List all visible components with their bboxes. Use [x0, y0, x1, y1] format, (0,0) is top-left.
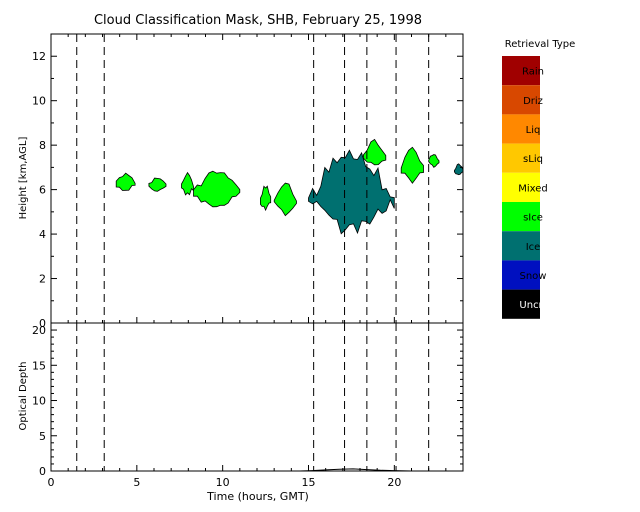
od-y-tick-label: 15 — [32, 359, 46, 372]
cloud-regions — [115, 138, 464, 235]
mask-y-tick-label: 4 — [39, 228, 46, 241]
legend: Retrieval Type Rain Driz Liq sLiq Mixed sIce I… — [502, 39, 575, 319]
bottom-dashed-lines — [76, 323, 430, 471]
cloud-region-sice — [259, 185, 272, 212]
od-y-tick-label: 10 — [32, 395, 46, 408]
mask-plot-area: 0 2 4 6 8 10 12 — [32, 33, 464, 330]
optical-depth-frame — [50, 322, 464, 472]
time-x-tick-label: 15 — [302, 476, 316, 489]
legend-label-uncrt: Uncrt — [519, 300, 546, 311]
mask-y-axis: 0 2 4 6 8 10 12 — [32, 50, 463, 330]
mask-y-tick-label: 10 — [32, 95, 46, 108]
top-dashed-lines — [76, 34, 430, 323]
od-y-tick-label: 0 — [39, 465, 46, 478]
od-y-tick-label: 5 — [39, 430, 46, 443]
legend-swatch-liq — [502, 114, 540, 144]
cloud-region-sice — [193, 170, 241, 208]
legend-label-snow: Snow — [520, 271, 547, 282]
legend-swatch-uncrt — [502, 289, 540, 319]
legend-swatch-snow — [502, 260, 540, 290]
cloud-region-ice — [308, 149, 395, 235]
legend-swatch-sliq — [502, 143, 540, 173]
optical-depth-y-label: Optical Depth — [18, 362, 29, 431]
time-x-tick-label: 5 — [133, 476, 140, 489]
legend-swatch-ice — [502, 231, 540, 261]
optical-depth-plot-area: 0 5 10 15 20 0 5 10 15 20 — [32, 322, 464, 489]
cloud-region-sice — [428, 154, 440, 168]
time-x-tick-label: 20 — [387, 476, 401, 489]
legend-label-mixed: Mixed — [518, 183, 548, 194]
legend-label-sliq: sLiq — [523, 154, 543, 165]
cloud-region-sice — [273, 182, 297, 217]
legend-swatch-driz — [502, 85, 540, 115]
legend-label-liq: Liq — [526, 125, 541, 136]
mask-y-tick-label: 0 — [39, 317, 46, 330]
mask-y-tick-label: 12 — [32, 50, 46, 63]
mask-y-tick-label: 8 — [39, 139, 46, 152]
legend-items: Rain Driz Liq sLiq Mixed sIce Ice Snow Uncrt — [502, 56, 548, 319]
cloud-region-sice — [400, 146, 424, 184]
legend-label-rain: Rain — [522, 67, 544, 78]
legend-label-ice: Ice — [526, 242, 541, 253]
x-axis-label: Time (hours, GMT) — [206, 490, 309, 503]
legend-label-driz: Driz — [523, 96, 543, 107]
time-x-tick-label: 0 — [48, 476, 55, 489]
cloud-region-sice — [115, 172, 136, 191]
mask-y-tick-label: 2 — [39, 273, 46, 286]
legend-label-sice: sIce — [523, 213, 543, 224]
legend-title: Retrieval Type — [505, 39, 576, 50]
legend-swatch-sice — [502, 202, 540, 232]
cloud-region-sice — [148, 177, 167, 192]
legend-swatch-rain — [502, 56, 540, 86]
od-y-tick-label: 20 — [32, 324, 46, 337]
mask-y-tick-label: 6 — [39, 184, 46, 197]
mask-y-label: Height [km,AGL] — [18, 137, 29, 220]
time-x-tick-label: 10 — [216, 476, 230, 489]
legend-swatch-mixed — [502, 172, 540, 202]
cloud-region-sice — [362, 138, 387, 166]
chart-title: Cloud Classification Mask, SHB, February… — [94, 13, 422, 28]
